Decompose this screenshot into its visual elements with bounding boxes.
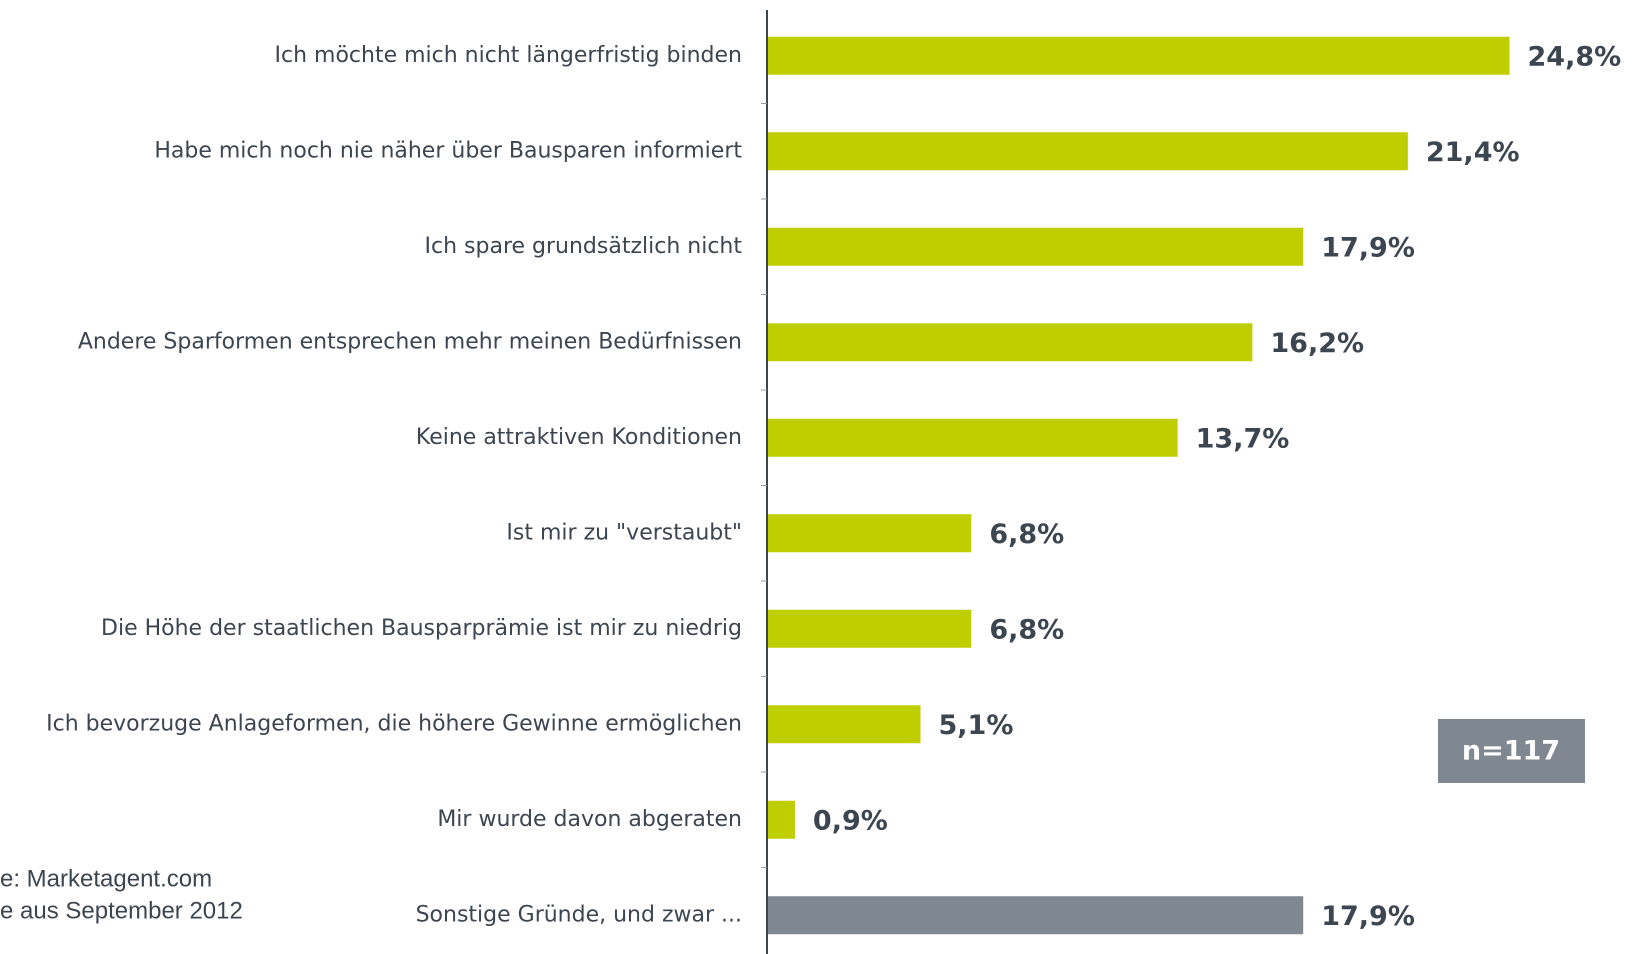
source: e aus September 2012: [0, 897, 243, 924]
category-label: Andere Sparformen entsprechen mehr meine…: [78, 329, 742, 354]
bar: [768, 132, 1408, 171]
value-label: 0,9%: [813, 805, 888, 836]
bar: [768, 514, 972, 553]
value-label: 5,1%: [938, 710, 1013, 741]
value-label: 6,8%: [989, 614, 1064, 645]
bar: [768, 323, 1253, 362]
category-label: Ist mir zu "verstaubt": [506, 520, 742, 545]
bar: [768, 705, 921, 744]
bar: [768, 896, 1304, 935]
category-label: Keine attraktiven Konditionen: [416, 425, 742, 450]
badge-text: n=117: [1462, 736, 1560, 767]
bar: [768, 36, 1510, 75]
bar: [768, 800, 795, 839]
category-label: Habe mich noch nie näher über Bausparen …: [154, 138, 742, 163]
value-label: 16,2%: [1270, 328, 1364, 359]
bar: [768, 418, 1178, 457]
category-label: Sonstige Gründe, und zwar ...: [416, 902, 742, 927]
category-label: Ich möchte mich nicht längerfristig bind…: [275, 43, 743, 68]
source: e: Marketagent.com: [0, 865, 212, 892]
value-label: 6,8%: [989, 519, 1064, 550]
category-label: Ich spare grundsätzlich nicht: [425, 234, 743, 259]
badge: [1438, 719, 1585, 783]
value-label: 17,9%: [1321, 232, 1415, 263]
value-label: 13,7%: [1196, 423, 1290, 454]
value-label: 24,8%: [1528, 41, 1622, 72]
bar: [768, 609, 972, 648]
category-label: Die Höhe der staatlichen Bausparprämie i…: [101, 616, 742, 641]
category-label: Ich bevorzuge Anlageformen, die höhere G…: [46, 711, 742, 736]
bar: [768, 227, 1304, 266]
category-label: Mir wurde davon abgeraten: [437, 807, 742, 832]
value-label: 21,4%: [1426, 137, 1520, 168]
value-label: 17,9%: [1321, 901, 1415, 932]
